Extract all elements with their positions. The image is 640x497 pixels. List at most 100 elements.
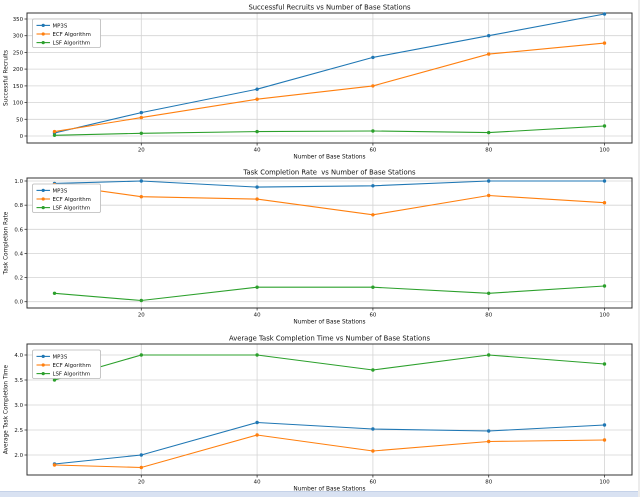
legend-marker-lsf-algorithm: [41, 41, 45, 45]
series-line-lsf-algorithm: [54, 354, 605, 381]
y-axis-label: Average Task Completion Time: [4, 364, 10, 454]
x-tick-label: 100: [599, 148, 610, 154]
data-point-ecf-algorithm: [255, 433, 259, 437]
data-point-lsf-algorithm: [255, 285, 259, 289]
series-line-mp3s: [54, 13, 605, 134]
legend-marker-ecf-algorithm: [41, 32, 45, 36]
y-tick-label: 0.6: [14, 227, 23, 233]
x-tick-label: 80: [485, 148, 492, 154]
data-point-mp3s: [371, 184, 375, 188]
data-point-lsf-algorithm: [602, 124, 607, 128]
window-bottom-strip: [0, 491, 640, 497]
data-point-lsf-algorithm: [255, 129, 259, 134]
y-tick-label: 350: [13, 17, 24, 23]
legend-label-mp3s: MP3S: [53, 23, 68, 29]
legend-label-lsf-algorithm: LSF Algorithm: [53, 206, 91, 212]
series-line-lsf-algorithm: [54, 125, 605, 136]
data-point-mp3s: [487, 179, 491, 183]
data-point-mp3s: [139, 453, 143, 457]
x-tick-label: 100: [599, 480, 610, 486]
data-point-mp3s: [255, 420, 259, 425]
data-point-ecf-algorithm: [52, 463, 57, 467]
y-tick-label: 300: [13, 34, 24, 40]
data-point-lsf-algorithm: [139, 353, 143, 357]
chart-title: Successful Recruits vs Number of Base St…: [248, 4, 411, 12]
chart-average-task-completion-time: 2.0 2.5 3.0 3.5 4.0 20 40 60 80 100 Average Task C…: [4, 335, 633, 493]
series-line-ecf-algorithm: [54, 184, 605, 216]
x-tick-label: 100: [599, 313, 610, 319]
data-point-ecf-algorithm: [52, 129, 57, 134]
data-point-ecf-algorithm: [487, 52, 491, 56]
data-point-ecf-algorithm: [371, 449, 375, 453]
x-axis-label: Number of Base Stations: [293, 155, 365, 161]
y-axis-label: Task Completion Rate: [4, 211, 10, 275]
y-tick-label: 3.0: [14, 403, 23, 409]
legend-box: [32, 18, 101, 48]
data-point-lsf-algorithm: [487, 353, 491, 357]
x-tick-label: 40: [254, 313, 261, 319]
data-point-lsf-algorithm: [255, 353, 259, 357]
data-point-mp3s: [487, 34, 491, 38]
y-tick-label: 2.5: [14, 428, 23, 434]
series-line-mp3s: [54, 421, 605, 465]
data-point-ecf-algorithm: [371, 84, 375, 88]
data-point-mp3s: [139, 110, 143, 115]
legend-box: [32, 183, 101, 213]
series-line-mp3s: [54, 180, 605, 188]
data-point-lsf-algorithm: [371, 368, 375, 372]
legend: MP3S ECF Algorithm LSF Algorithm: [32, 18, 101, 48]
data-point-lsf-algorithm: [371, 129, 375, 133]
legend-label-ecf-algorithm: ECF Algorithm: [53, 32, 91, 38]
data-point-lsf-algorithm: [139, 131, 143, 135]
x-axis-label: Number of Base Stations: [293, 320, 365, 326]
data-point-ecf-algorithm: [487, 193, 491, 198]
chart-task-completion-rate: 0.0 0.2 0.4 0.6 0.8 1.0 20 40 60 80 100 Task Comple…: [4, 169, 633, 326]
data-point-ecf-algorithm: [139, 195, 143, 199]
legend-label-ecf-algorithm: ECF Algorithm: [53, 197, 91, 203]
data-point-mp3s: [487, 429, 491, 433]
axes-frame: [26, 177, 633, 309]
y-tick-label: 0.2: [14, 276, 23, 282]
legend-marker-mp3s: [41, 188, 45, 192]
legend-label-lsf-algorithm: LSF Algorithm: [53, 41, 91, 47]
y-tick-label: 3.5: [14, 378, 23, 384]
data-point-lsf-algorithm: [52, 133, 57, 137]
series-line-lsf-algorithm: [54, 285, 605, 302]
x-tick-label: 20: [138, 148, 145, 154]
chart-title: Task Completion Rate vs Number of Base S…: [242, 169, 416, 177]
legend-label-mp3s: MP3S: [53, 354, 68, 360]
y-tick-label: 0: [20, 134, 24, 140]
data-point-ecf-algorithm: [487, 439, 491, 444]
y-tick-label: 2.0: [14, 453, 23, 459]
data-point-ecf-algorithm: [255, 97, 259, 101]
data-point-mp3s: [602, 12, 607, 16]
legend-marker-mp3s: [41, 354, 45, 358]
data-point-mp3s: [602, 179, 607, 183]
data-point-mp3s: [255, 185, 259, 189]
data-point-ecf-algorithm: [139, 115, 143, 120]
legend: MP3S ECF Algorithm LSF Algorithm: [32, 349, 101, 379]
data-point-ecf-algorithm: [602, 438, 607, 442]
legend-marker-ecf-algorithm: [41, 363, 45, 367]
chart-title: Average Task Completion Time vs Number o…: [229, 335, 431, 343]
data-point-ecf-algorithm: [371, 213, 375, 217]
x-tick-label: 60: [369, 480, 376, 486]
y-tick-label: 50: [16, 117, 23, 123]
data-point-ecf-algorithm: [602, 201, 607, 205]
y-tick-label: 0.4: [14, 251, 23, 257]
y-axis-label: Successful Recruits: [4, 50, 10, 106]
x-tick-label: 20: [138, 480, 145, 486]
legend-marker-ecf-algorithm: [41, 197, 45, 201]
legend-label-lsf-algorithm: LSF Algorithm: [53, 372, 91, 378]
data-point-mp3s: [139, 179, 143, 183]
legend-box: [32, 349, 101, 379]
axes-frame: [26, 343, 633, 476]
x-tick-label: 80: [485, 313, 492, 319]
x-tick-label: 60: [369, 148, 376, 154]
axes-frame: [26, 12, 633, 144]
y-tick-label: 100: [13, 101, 24, 107]
window-right-edge: [638, 0, 640, 497]
y-tick-label: 250: [13, 50, 24, 56]
